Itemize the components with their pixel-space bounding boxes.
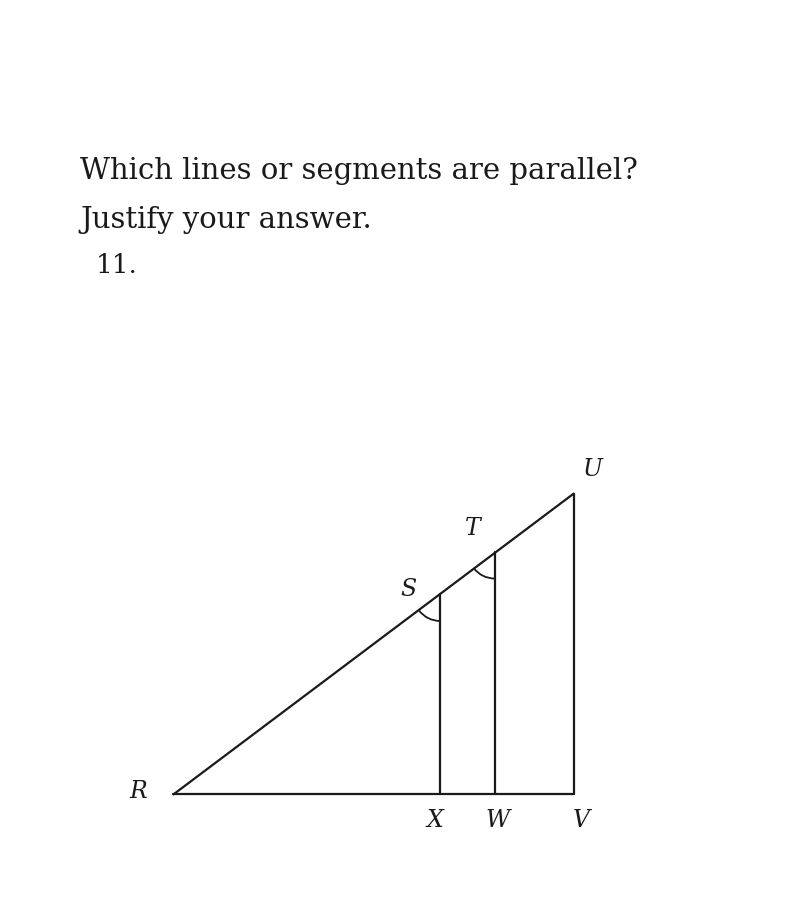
Text: 11.: 11.	[96, 253, 138, 278]
Text: Which lines or segments are parallel?: Which lines or segments are parallel?	[80, 157, 638, 185]
Text: U: U	[583, 458, 603, 482]
Text: T: T	[465, 517, 481, 540]
Text: V: V	[573, 809, 590, 832]
Text: Justify your answer.: Justify your answer.	[80, 206, 372, 234]
Text: S: S	[400, 578, 416, 601]
Text: R: R	[129, 780, 146, 804]
Text: W: W	[485, 809, 510, 832]
Text: X: X	[427, 809, 444, 832]
